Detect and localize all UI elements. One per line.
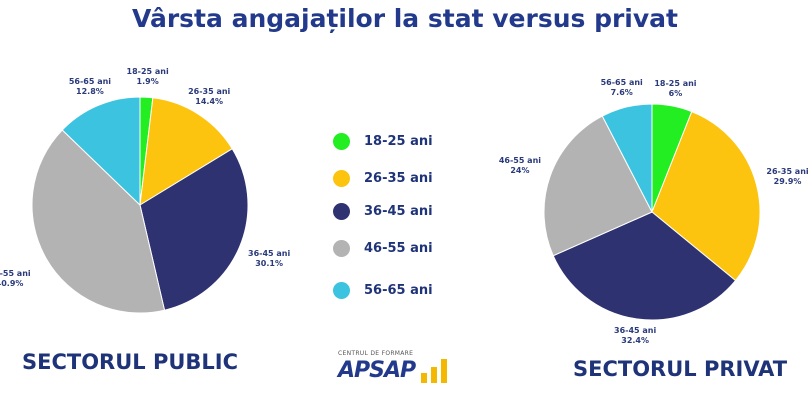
private-sector-title: SECTORUL PRIVAT	[573, 357, 788, 381]
slice-label: 46-55 ani 24%	[498, 155, 542, 175]
pie-slice	[139, 148, 249, 311]
logo-subtitle: CENTRUL DE FORMARE	[338, 350, 414, 357]
legend-swatch	[333, 170, 350, 187]
bars-icon	[421, 359, 448, 383]
pie-slice	[139, 97, 233, 206]
legend-item: 26-35 ani	[333, 170, 433, 187]
public-sector-title: SECTORUL PUBLIC	[22, 350, 239, 374]
pie-slice	[31, 129, 166, 314]
slice-label: 46-55 ani40.9%	[0, 269, 31, 289]
apsap-logo: CENTRUL DE FORMARE APSAP	[338, 350, 451, 383]
pie-slice	[601, 103, 653, 213]
pie-private	[543, 103, 761, 321]
legend-swatch	[333, 240, 350, 257]
slice-label: 18-25 ani 1.9%	[126, 67, 169, 87]
pie-slice	[61, 96, 141, 207]
legend-label: 56-65 ani	[364, 283, 433, 298]
slice-label: 36-45 ani 32.4%	[614, 325, 657, 345]
slice-label: 18-25 ani 6%	[654, 79, 697, 99]
pie-slice	[651, 110, 761, 282]
slice-label: 26-35 ani 29.9%	[766, 166, 809, 186]
chart-title: Vârsta angajaților la stat versus privat	[131, 4, 678, 33]
legend-swatch	[333, 133, 350, 150]
legend-label: 18-25 ani	[364, 134, 433, 149]
legend-label: 36-45 ani	[364, 204, 433, 219]
legend-item: 36-45 ani	[333, 203, 433, 220]
legend-swatch	[333, 203, 350, 220]
legend-item: 18-25 ani	[333, 133, 433, 150]
legend-item: 56-65 ani	[333, 282, 433, 299]
legend-swatch	[333, 282, 350, 299]
legend-item: 46-55 ani	[333, 240, 433, 257]
slice-label: 56-65 ani 12.8%	[68, 77, 112, 97]
logo-name: APSAP	[338, 358, 416, 383]
slice-label: 26-35 ani 14.4%	[188, 87, 231, 107]
slice-label: 36-45 ani 30.1%	[248, 249, 291, 269]
legend-label: 26-35 ani	[364, 171, 433, 186]
legend-label: 46-55 ani	[364, 241, 433, 256]
slice-label: 56-65 ani 7.6%	[600, 77, 643, 97]
pie-slice	[552, 211, 737, 321]
pie-slice	[543, 115, 653, 257]
pie-public	[31, 96, 249, 314]
